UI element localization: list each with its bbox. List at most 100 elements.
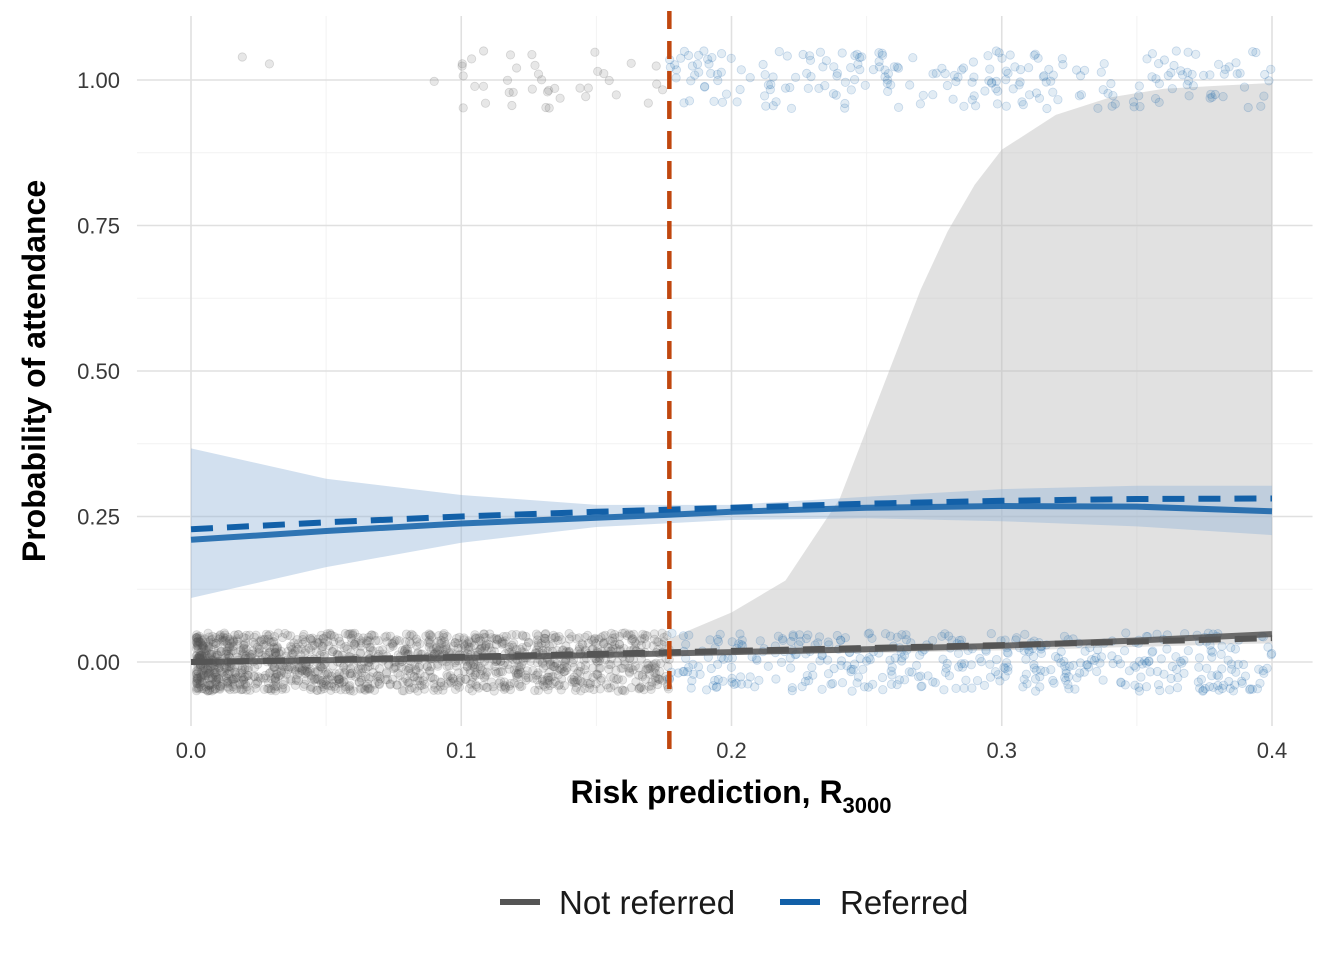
point-not-referred <box>442 661 452 671</box>
point-not-referred <box>476 643 486 654</box>
point-not-referred <box>204 641 214 651</box>
point-not-referred <box>428 644 438 654</box>
point-not-referred <box>513 668 524 679</box>
point-not-referred <box>204 685 215 695</box>
point-not-referred <box>426 672 436 683</box>
point-not-referred <box>365 643 376 653</box>
point-not-referred <box>192 678 202 688</box>
point-not-referred <box>217 636 227 646</box>
point-not-referred <box>306 670 316 681</box>
point-not-referred <box>515 681 525 692</box>
point-not-referred <box>507 100 517 111</box>
point-referred <box>1103 88 1113 99</box>
point-not-referred <box>463 644 474 655</box>
point-not-referred <box>399 686 409 696</box>
point-not-referred <box>638 629 648 639</box>
point-not-referred <box>429 679 439 689</box>
point-referred <box>1093 103 1103 113</box>
point-not-referred <box>312 637 322 647</box>
point-not-referred <box>509 638 519 648</box>
point-not-referred <box>207 686 217 696</box>
point-not-referred <box>342 644 352 654</box>
point-not-referred <box>496 682 506 692</box>
point-not-referred <box>470 669 480 680</box>
point-not-referred <box>611 90 621 100</box>
point-not-referred <box>312 666 323 676</box>
point-not-referred <box>225 634 235 644</box>
point-not-referred <box>270 675 281 685</box>
point-referred <box>980 86 990 96</box>
point-not-referred <box>210 670 220 680</box>
x-tick-label: 0.2 <box>716 738 747 763</box>
point-referred <box>877 672 888 683</box>
point-not-referred <box>266 637 276 647</box>
point-not-referred <box>210 683 220 694</box>
point-not-referred <box>497 639 507 649</box>
point-not-referred <box>477 665 487 676</box>
point-not-referred <box>252 678 262 688</box>
point-not-referred <box>556 674 567 684</box>
point-not-referred <box>533 685 544 696</box>
point-not-referred <box>363 632 374 643</box>
point-not-referred <box>425 630 435 640</box>
point-not-referred <box>478 46 489 56</box>
point-not-referred <box>424 642 434 652</box>
point-referred <box>807 662 817 672</box>
point-not-referred <box>626 683 637 693</box>
point-not-referred <box>264 647 275 657</box>
point-not-referred <box>575 661 586 672</box>
point-not-referred <box>275 670 285 680</box>
point-referred <box>1017 97 1027 107</box>
point-referred <box>1141 682 1152 692</box>
point-not-referred <box>620 686 630 696</box>
point-not-referred <box>527 49 537 60</box>
point-not-referred <box>452 680 462 690</box>
point-not-referred <box>264 630 275 640</box>
point-not-referred <box>394 636 404 646</box>
point-not-referred <box>206 682 216 692</box>
point-not-referred <box>201 670 211 681</box>
point-not-referred <box>636 634 647 644</box>
point-not-referred <box>221 671 231 681</box>
point-referred <box>814 632 825 642</box>
point-not-referred <box>392 680 402 690</box>
point-not-referred <box>222 638 232 649</box>
point-referred <box>931 68 941 78</box>
point-not-referred <box>293 639 303 649</box>
point-referred <box>1021 669 1031 679</box>
point-not-referred <box>436 638 447 649</box>
point-not-referred <box>195 680 205 690</box>
point-not-referred <box>630 637 640 647</box>
point-not-referred <box>234 630 244 640</box>
point-referred <box>972 675 983 686</box>
x-tick-label: 0.0 <box>176 738 207 763</box>
point-not-referred <box>435 681 445 692</box>
point-not-referred <box>201 645 211 656</box>
point-not-referred <box>346 633 356 643</box>
point-not-referred <box>596 675 606 686</box>
point-not-referred <box>245 685 255 695</box>
point-not-referred <box>220 635 230 645</box>
point-not-referred <box>587 635 597 645</box>
point-not-referred <box>497 638 507 648</box>
point-not-referred <box>654 674 664 684</box>
point-not-referred <box>244 649 255 659</box>
point-not-referred <box>193 640 203 651</box>
point-not-referred <box>322 637 333 647</box>
point-referred <box>1183 47 1193 57</box>
point-not-referred <box>459 633 469 643</box>
point-not-referred <box>198 683 209 694</box>
point-not-referred <box>223 683 233 693</box>
point-not-referred <box>239 675 249 686</box>
point-referred <box>976 656 987 667</box>
point-not-referred <box>499 680 509 690</box>
point-referred <box>1080 646 1090 656</box>
point-not-referred <box>270 676 281 687</box>
point-not-referred <box>468 672 478 682</box>
point-not-referred <box>237 52 247 62</box>
point-not-referred <box>404 678 414 688</box>
point-not-referred <box>333 674 344 684</box>
point-not-referred <box>238 663 248 673</box>
point-not-referred <box>210 684 220 694</box>
point-not-referred <box>266 685 276 696</box>
